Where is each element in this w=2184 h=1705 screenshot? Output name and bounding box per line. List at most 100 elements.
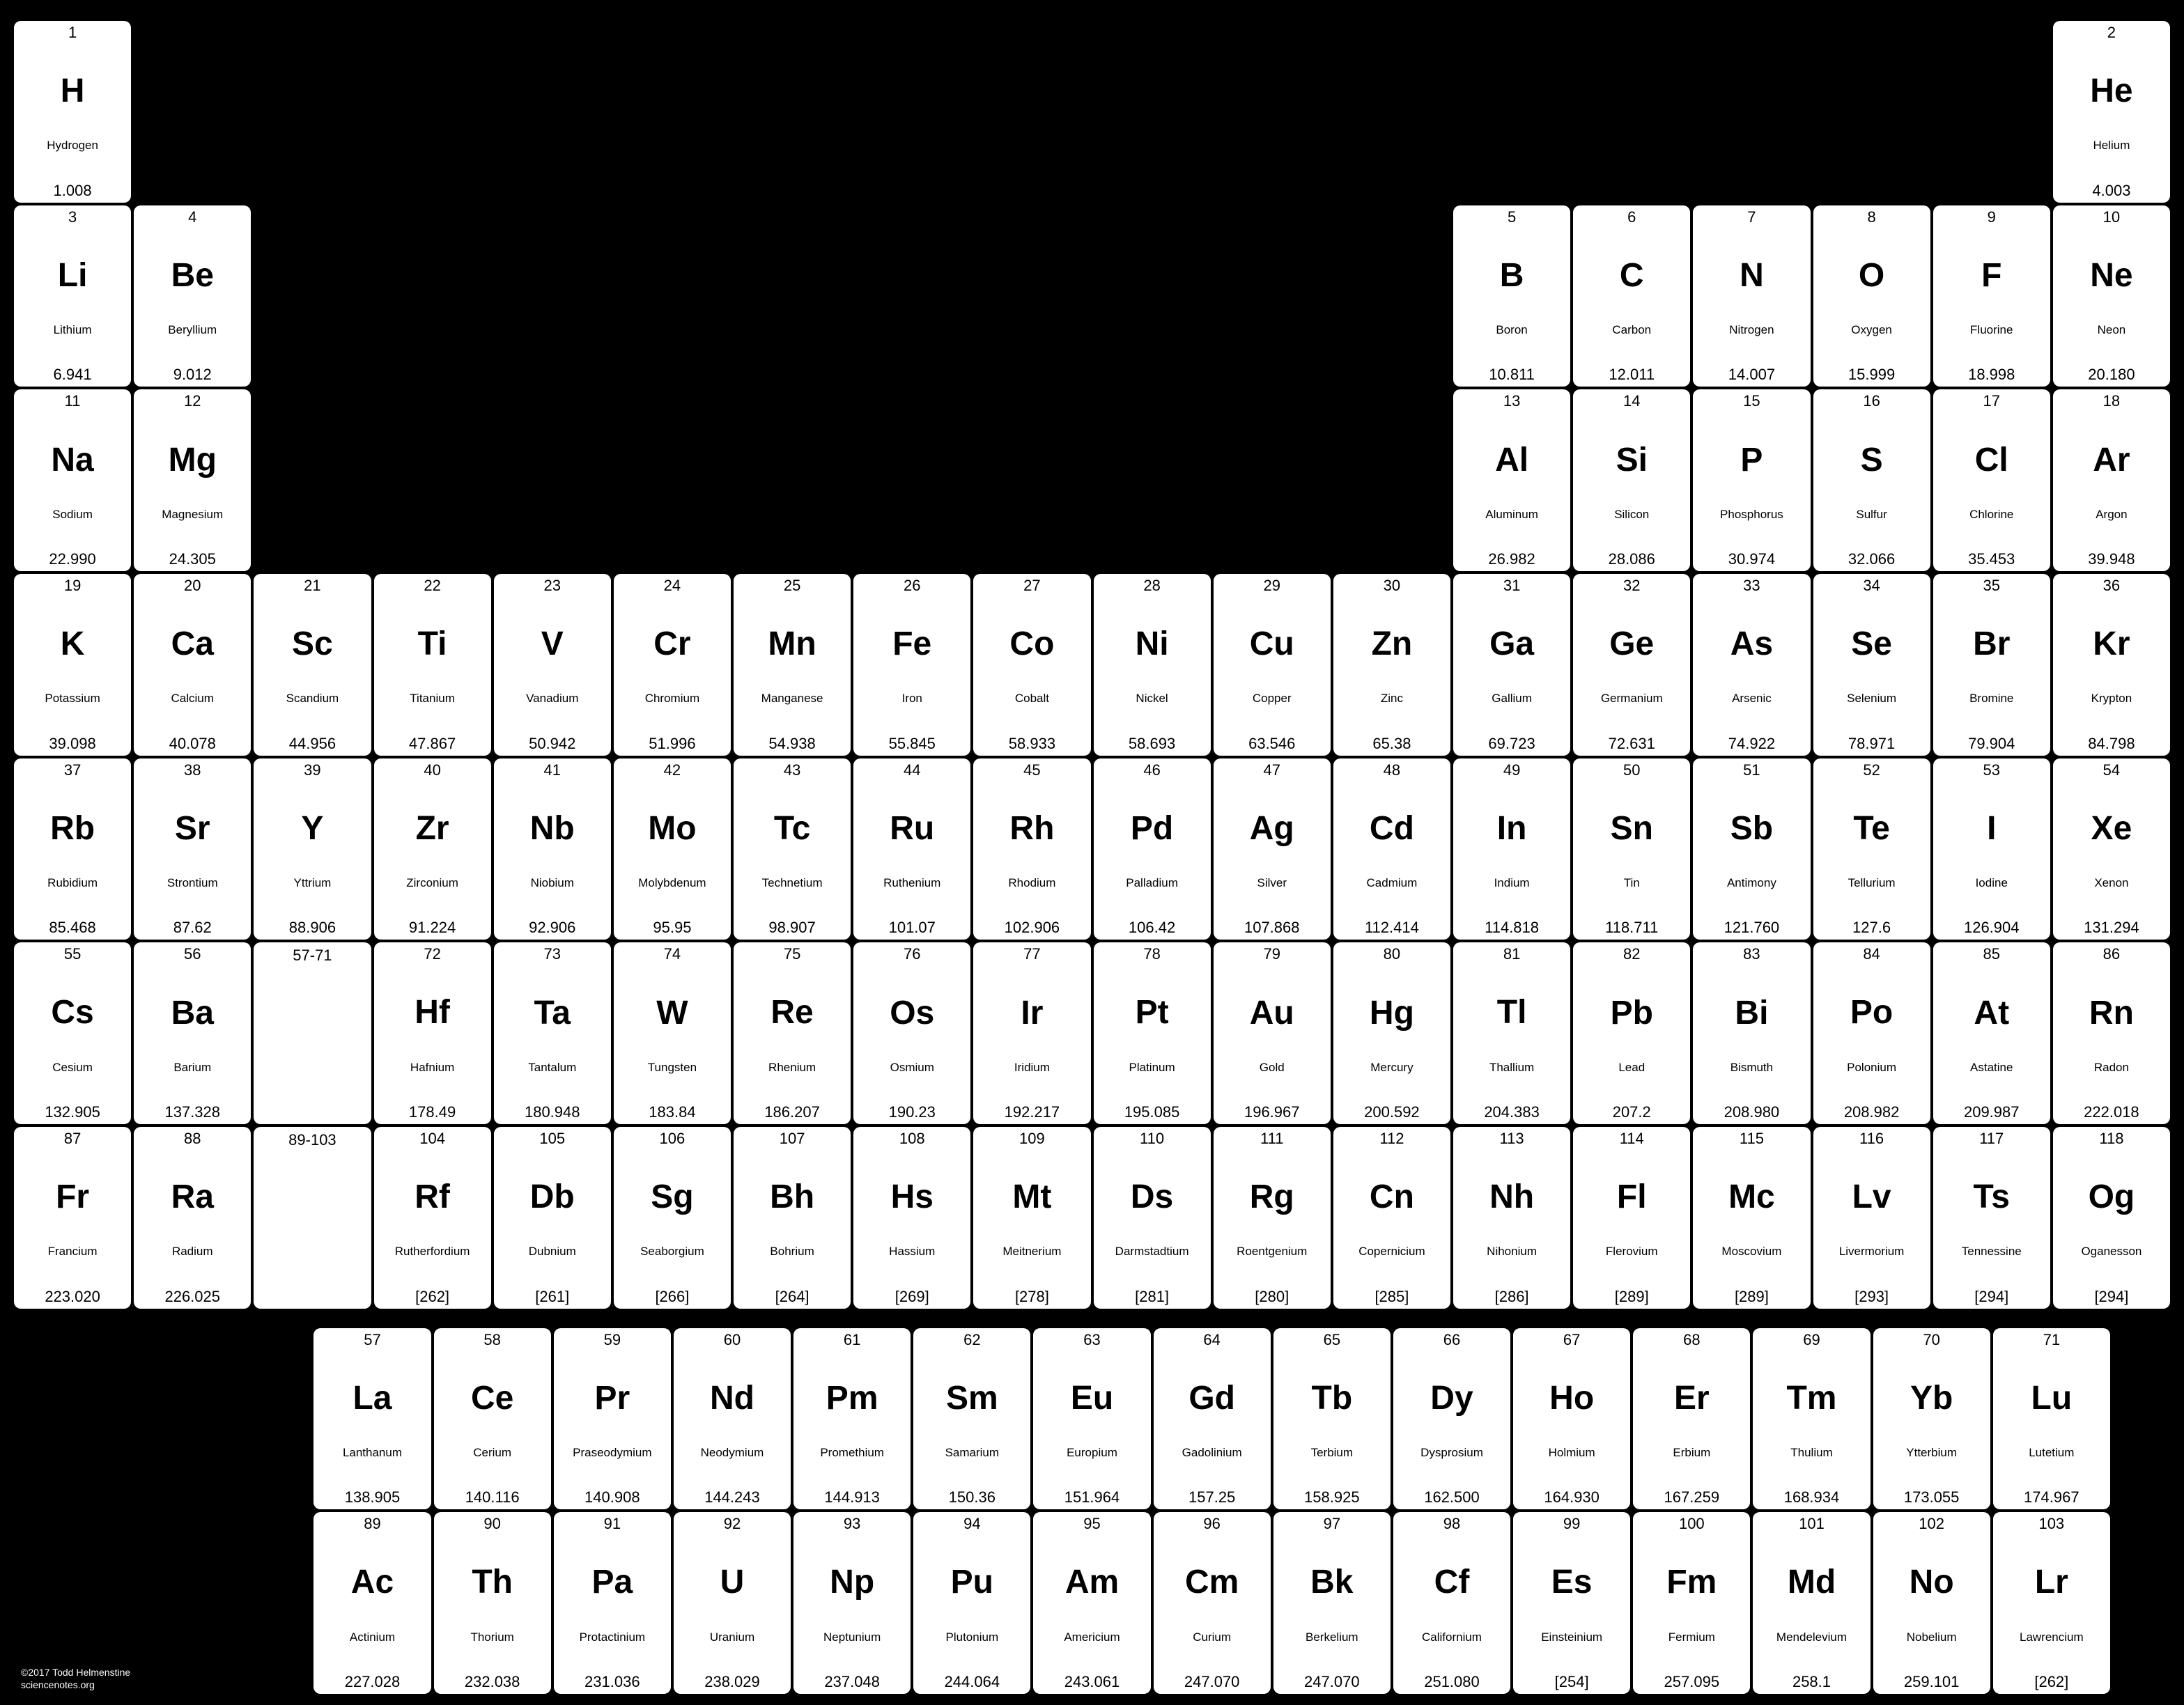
atomic-mass: [294]	[2094, 1289, 2128, 1305]
atomic-number: 40	[424, 763, 440, 778]
atomic-number: 103	[2038, 1516, 2064, 1532]
element-cell-Mg: 12MgMagnesium24.305	[134, 389, 251, 571]
atomic-number: 65	[1324, 1332, 1340, 1348]
element-cell-Ba: 56BaBarium137.328	[134, 942, 251, 1124]
element-symbol: Bk	[1310, 1566, 1353, 1599]
atomic-number: 8	[1867, 210, 1875, 225]
element-symbol: Er	[1674, 1382, 1710, 1415]
element-symbol: Zr	[416, 812, 449, 846]
element-symbol: Ir	[1021, 997, 1043, 1030]
element-symbol: P	[1740, 444, 1763, 477]
atomic-mass: 207.2	[1613, 1105, 1651, 1120]
atomic-mass: 63.546	[1248, 736, 1295, 752]
element-cell-Po: 84PoPolonium208.982	[1813, 942, 1930, 1124]
element-cell-V: 23VVanadium50.942	[494, 574, 611, 756]
atomic-mass: 20.180	[2088, 367, 2135, 382]
atomic-number: 44	[904, 763, 920, 778]
atomic-number: 118	[2099, 1131, 2123, 1146]
atomic-mass: 131.294	[2084, 920, 2139, 935]
element-symbol: Rb	[50, 812, 95, 846]
element-cell-Np: 93NpNeptunium237.048	[793, 1512, 911, 1694]
atomic-mass: 168.934	[1784, 1490, 1840, 1505]
element-symbol: Li	[58, 259, 88, 293]
element-cell-Bi: 83BiBismuth208.980	[1693, 942, 1810, 1124]
atomic-number: 77	[1023, 947, 1040, 962]
element-cell-Tc: 43TcTechnetium98.907	[734, 758, 851, 940]
atomic-number: 67	[1563, 1332, 1580, 1348]
atomic-mass: 112.414	[1365, 920, 1419, 935]
atomic-mass: 150.36	[949, 1490, 996, 1505]
element-symbol: Tl	[1497, 996, 1527, 1029]
atomic-mass: 28.086	[1609, 552, 1655, 567]
element-symbol: Cl	[1975, 444, 2008, 477]
atomic-mass: 243.061	[1064, 1674, 1120, 1690]
atomic-number: 60	[724, 1332, 741, 1348]
element-symbol: Cu	[1250, 628, 1294, 661]
atomic-mass: 54.938	[768, 736, 815, 752]
atomic-mass: 50.942	[529, 736, 575, 752]
element-symbol: Mg	[169, 444, 217, 477]
atomic-number: 63	[1083, 1332, 1100, 1348]
atomic-number: 32	[1623, 578, 1640, 593]
atomic-number: 27	[1023, 578, 1040, 593]
element-cell-Bk: 97BkBerkelium247.070	[1273, 1512, 1391, 1694]
atomic-mass: 92.906	[529, 920, 575, 935]
element-cell-No: 102NoNobelium259.101	[1873, 1512, 1990, 1694]
atomic-number: 87	[64, 1131, 81, 1146]
element-name: Gallium	[1492, 692, 1532, 704]
element-name: Molybdenum	[638, 877, 706, 889]
element-cell-Rn: 86RnRadon222.018	[2053, 942, 2170, 1124]
element-name: Platinum	[1129, 1061, 1175, 1073]
atomic-number: 61	[844, 1332, 860, 1348]
element-symbol: F	[1981, 259, 2001, 293]
element-name: Gold	[1260, 1061, 1285, 1073]
atomic-number: 86	[2103, 947, 2120, 962]
atomic-number: 7	[1747, 210, 1756, 225]
atomic-number: 47	[1264, 763, 1280, 778]
atomic-number: 11	[65, 394, 81, 409]
element-cell-Mo: 42MoMolybdenum95.95	[614, 758, 731, 940]
element-symbol: Ag	[1250, 812, 1294, 846]
atomic-number: 42	[664, 763, 681, 778]
element-name: Lutetium	[2029, 1447, 2074, 1458]
atomic-mass: 126.904	[1964, 920, 2020, 935]
element-name: Nihonium	[1487, 1245, 1537, 1257]
element-name: Osmium	[890, 1061, 934, 1073]
atomic-number: 18	[2103, 394, 2120, 409]
element-symbol: At	[1974, 997, 2009, 1030]
element-symbol: Mo	[648, 812, 696, 846]
atomic-mass: 22.990	[49, 552, 95, 567]
element-name: Helium	[2093, 139, 2130, 151]
atomic-number: 88	[184, 1131, 201, 1146]
element-symbol: Zn	[1372, 628, 1413, 661]
element-symbol: Pu	[951, 1566, 993, 1599]
atomic-number: 23	[544, 578, 561, 593]
atomic-mass: 158.925	[1304, 1490, 1360, 1505]
element-symbol: Mt	[1012, 1181, 1051, 1214]
element-name: Tin	[1624, 877, 1640, 889]
atomic-number: 5	[1508, 210, 1516, 225]
element-name: Tennessine	[1962, 1245, 2022, 1257]
element-symbol: H	[61, 75, 85, 108]
element-symbol: Tm	[1786, 1382, 1836, 1415]
element-name: Mercury	[1370, 1061, 1413, 1073]
atomic-mass: 208.980	[1724, 1105, 1780, 1120]
atomic-mass: 151.964	[1064, 1490, 1120, 1505]
atomic-number: 6	[1627, 210, 1636, 225]
element-symbol: Sn	[1611, 812, 1653, 846]
atomic-number: 16	[1863, 394, 1880, 409]
atomic-mass: 58.693	[1129, 736, 1175, 752]
atomic-number: 68	[1683, 1332, 1700, 1348]
element-cell-Ds: 110DsDarmstadtium[281]	[1094, 1127, 1211, 1309]
element-name: Oganesson	[2081, 1245, 2142, 1257]
atomic-mass: 190.23	[889, 1105, 936, 1120]
element-symbol: Yb	[1910, 1382, 1953, 1415]
atomic-number: 52	[1863, 763, 1880, 778]
element-symbol: Hs	[891, 1181, 934, 1214]
element-cell-Nd: 60NdNeodymium144.243	[674, 1328, 791, 1510]
atomic-mass: 44.956	[289, 736, 336, 752]
atomic-mass: 24.305	[169, 552, 216, 567]
element-name: Dubnium	[529, 1245, 576, 1257]
element-symbol: Ho	[1549, 1382, 1594, 1415]
atomic-mass: 167.259	[1664, 1490, 1720, 1505]
